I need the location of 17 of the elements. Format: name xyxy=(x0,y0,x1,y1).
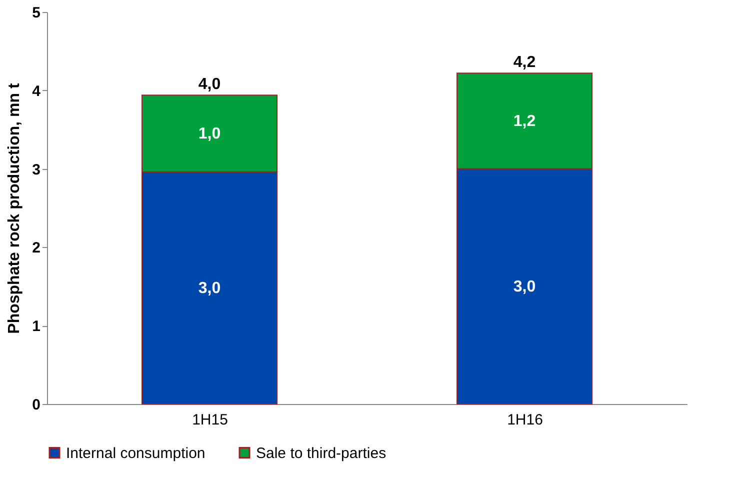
legend-label: Internal consumption xyxy=(66,444,206,462)
total-label: 4,0 xyxy=(198,76,221,94)
y-tick-label: 1 xyxy=(32,318,40,336)
data-label: 3,0 xyxy=(198,280,221,297)
total-label: 4,2 xyxy=(513,54,536,72)
y-tick-label: 2 xyxy=(32,240,40,257)
y-tick-label: 4 xyxy=(32,82,42,100)
x-tick-label: 1H16 xyxy=(507,412,543,428)
x-tick-label: 1H15 xyxy=(192,412,228,428)
legend-label: Sale to third-parties xyxy=(256,444,386,462)
data-label: 1,2 xyxy=(513,112,536,130)
data-label: 1,0 xyxy=(198,126,221,143)
data-label: 3,0 xyxy=(513,278,536,296)
y-axis-title: Phosphate rock production, mn t xyxy=(6,82,24,334)
y-tick-label: 0 xyxy=(32,396,40,414)
y-tick-label: 5 xyxy=(32,4,40,22)
y-tick-label: 3 xyxy=(32,161,40,178)
